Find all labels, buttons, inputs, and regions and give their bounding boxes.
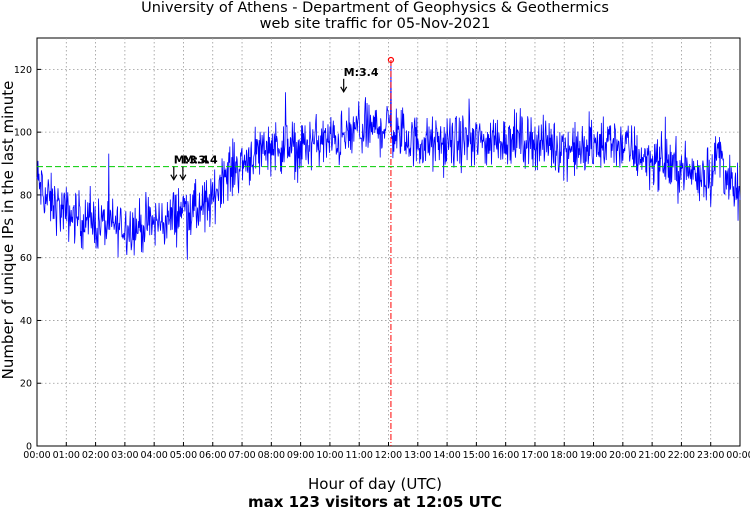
x-tick-label: 08:00	[258, 450, 285, 461]
x-tick-label: 16:00	[492, 450, 519, 461]
series-line	[36, 59, 741, 260]
y-tick-label: 60	[20, 253, 32, 264]
x-tick-label: 02:00	[82, 450, 109, 461]
x-tick-label: 03:00	[111, 450, 138, 461]
x-tick-label: 19:00	[580, 450, 607, 461]
chart-footer: max 123 visitors at 12:05 UTC	[247, 493, 503, 511]
x-tick-label: 01:00	[53, 450, 80, 461]
x-tick-label: 11:00	[346, 450, 373, 461]
max-marker	[387, 56, 395, 64]
x-tick-label: 00:00	[23, 450, 50, 461]
x-tick-label: 07:00	[228, 450, 255, 461]
x-tick-label: 00:00	[726, 450, 750, 461]
chart-subtitle: web site traffic for 05-Nov-2021	[259, 16, 491, 32]
y-tick-label: 40	[20, 316, 32, 327]
y-tick-label: 0	[26, 442, 32, 453]
x-tick-label: 04:00	[140, 450, 167, 461]
y-tick-label: 20	[20, 379, 32, 390]
chart-title: University of Athens - Department of Geo…	[141, 0, 609, 16]
x-tick-label: 14:00	[433, 450, 460, 461]
event-arrow-head	[340, 86, 348, 93]
x-tick-label: 20:00	[609, 450, 636, 461]
x-tick-label: 10:00	[316, 450, 343, 461]
x-tick-label: 13:00	[404, 450, 431, 461]
event-arrow-head	[170, 174, 178, 181]
x-tick-label: 15:00	[463, 450, 490, 461]
x-tick-label: 21:00	[638, 450, 665, 461]
event-label: M:3.4	[183, 154, 218, 167]
x-axis-label: Hour of day (UTC)	[308, 475, 442, 493]
x-tick-label: 23:00	[697, 450, 724, 461]
event-label: M:3.4	[174, 154, 209, 167]
x-tick-label: 05:00	[170, 450, 197, 461]
x-tick-label: 22:00	[668, 450, 695, 461]
x-tick-label: 18:00	[551, 450, 578, 461]
x-tick-label: 06:00	[199, 450, 226, 461]
event-label: M:3.4	[344, 66, 379, 79]
y-tick-label: 100	[14, 128, 32, 139]
x-tick-label: 09:00	[287, 450, 314, 461]
x-tick-label: 12:00	[375, 450, 402, 461]
x-tick-label: 17:00	[521, 450, 548, 461]
y-tick-label: 120	[14, 65, 32, 76]
y-tick-label: 80	[20, 190, 32, 201]
event-arrow-head	[179, 174, 187, 181]
